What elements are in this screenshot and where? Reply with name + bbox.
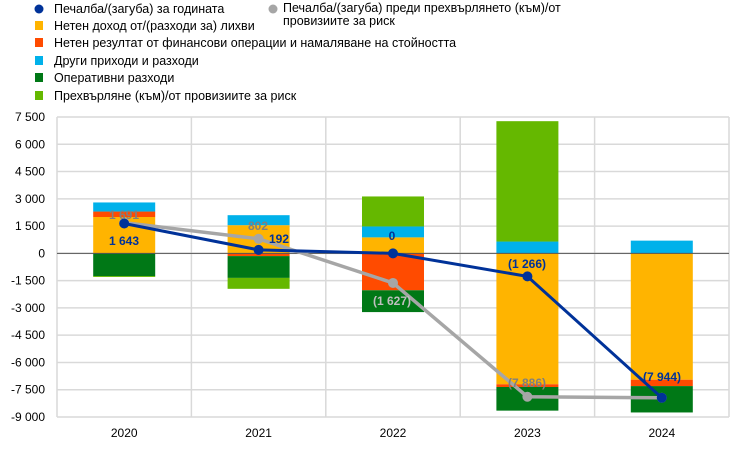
bar-segment-s1-2020	[93, 211, 156, 217]
y-axis: 7 500 6 000 4 500 3 000 1 500 0 -1 500 -3 000 -4…	[11, 110, 45, 424]
bar-segment-s1-2023	[496, 384, 559, 387]
y-tick-label: -3 000	[11, 301, 45, 315]
data-label-net-profit: 1 643	[109, 234, 139, 248]
legend-marker-pre-provision-profit	[268, 4, 278, 14]
y-tick-label: -9 000	[11, 410, 45, 424]
legend-label-opex: Оперативни разходи	[54, 71, 174, 85]
data-label-pre-provision: (7 886)	[508, 376, 546, 390]
x-tick-label: 2024	[648, 426, 675, 440]
data-label-pre-provision: 1 691	[109, 208, 139, 222]
bar-segment-s1-2024	[630, 379, 693, 387]
x-tick-label: 2022	[380, 426, 407, 440]
line-point-1-2023	[522, 391, 533, 402]
data-label-net-profit: (7 944)	[643, 370, 681, 384]
legend-label-pre-provision-profit: Печалба/(загуба) преди прехвърлянето (къ…	[283, 1, 561, 15]
bar-segment-s2-2020	[93, 202, 156, 212]
legend-marker-net-profit	[34, 4, 44, 14]
legend-label-net-profit: Печалба/(загуба) за годината	[54, 2, 224, 16]
bar-segment-s4-2022	[362, 196, 424, 227]
bar-segment-s2-2023	[496, 241, 559, 254]
legend-label-financial: Нетен резултат от финансови операции и н…	[54, 36, 456, 50]
bar-segment-s3-2020	[93, 253, 156, 277]
data-label-net-profit: (1 266)	[508, 257, 546, 271]
bar-segment-s4-2020	[93, 276, 156, 277]
x-tick-label: 2023	[514, 426, 541, 440]
x-tick-label: 2021	[245, 426, 272, 440]
bar-segment-s4-2021	[227, 277, 290, 289]
legend-label-other: Други приходи и разходи	[54, 54, 199, 68]
bar-segment-s2-2022	[362, 226, 424, 238]
bar-segment-s4-2023	[496, 121, 559, 242]
legend-marker-provisions	[35, 91, 43, 100]
y-tick-label: 7 500	[15, 110, 45, 124]
y-tick-label: 3 000	[15, 192, 45, 206]
y-tick-label: -6 000	[11, 355, 45, 369]
bar-segment-s0-2024	[630, 253, 693, 380]
line-point-0-2023	[522, 271, 533, 282]
legend: Печалба/(загуба) за годината Печалба/(за…	[34, 1, 561, 103]
legend-marker-other	[35, 56, 43, 65]
bar-segment-s0-2022	[362, 237, 424, 254]
legend-marker-financial	[35, 38, 43, 47]
y-tick-label: 4 500	[15, 165, 45, 179]
legend-label-interest: Нетен доход от/(разходи за) лихви	[54, 19, 255, 33]
legend-label-provisions: Прехвърляне (към)/от провизиите за риск	[54, 89, 297, 103]
legend-label-pre-provision-profit-2: провизиите за риск	[283, 14, 395, 28]
x-axis: 2020 2021 2022 2023 2024	[111, 426, 676, 440]
y-tick-label: -1 500	[11, 274, 45, 288]
legend-marker-interest	[35, 21, 43, 30]
y-tick-label: 6 000	[15, 137, 45, 151]
lines	[119, 217, 667, 403]
y-tick-label: 1 500	[15, 219, 45, 233]
bar-segment-s2-2024	[630, 240, 693, 254]
line-point-1-2022	[388, 277, 398, 288]
data-label-pre-provision: 802	[248, 219, 268, 233]
legend-marker-opex	[35, 73, 43, 82]
bar-segment-s2-2021	[227, 215, 290, 226]
y-tick-label: -4 500	[11, 328, 45, 342]
line-point-1-2021	[253, 233, 264, 244]
data-label-net-profit: 0	[389, 229, 396, 243]
line-point-0-2021	[253, 244, 264, 255]
data-labels: 1 691 802 (1 627) (7 886) 1 643 192 0 (1 266) (7…	[109, 208, 681, 390]
line-point-0-2020	[119, 218, 130, 229]
bar-segment-s3-2021	[227, 256, 290, 278]
bars	[57, 121, 729, 413]
data-label-net-profit: 192	[269, 232, 289, 246]
y-tick-label: 0	[38, 246, 45, 260]
data-label-pre-provision: (1 627)	[373, 294, 411, 308]
line-point-0-2024	[656, 392, 667, 403]
y-tick-label: -7 500	[11, 383, 45, 397]
line-point-0-2022	[388, 248, 398, 259]
x-tick-label: 2020	[111, 426, 138, 440]
